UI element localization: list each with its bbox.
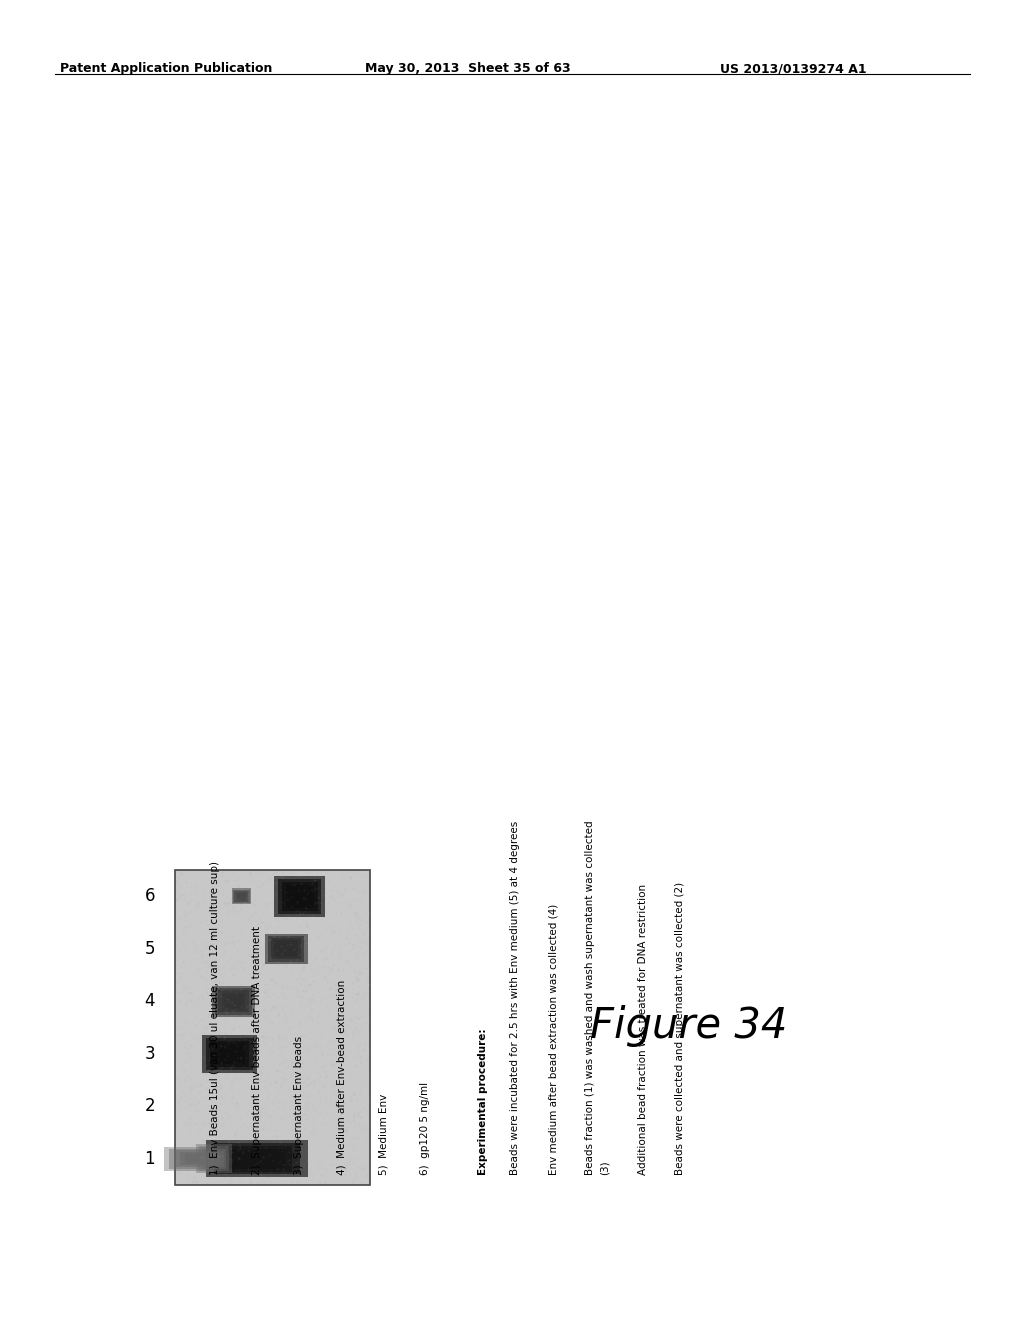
Text: Experimental procedure:: Experimental procedure: [478,1028,488,1175]
Text: 3)  Supernatant Env beads: 3) Supernatant Env beads [294,1036,304,1175]
Bar [274,875,326,916]
Text: (3): (3) [600,1160,610,1175]
Bar [197,1144,231,1173]
Text: 2)  Supernatant Env beads after DNA treatment: 2) Supernatant Env beads after DNA treat… [252,927,262,1175]
Bar [236,892,247,900]
Bar [175,870,370,1185]
Bar [234,891,248,902]
Bar [205,1151,223,1167]
Bar [222,993,246,1010]
Bar [282,882,317,911]
Text: 3: 3 [144,1044,155,1063]
Bar [290,888,310,904]
Bar [174,1151,222,1167]
Bar [179,1152,217,1166]
Text: 4: 4 [144,993,155,1010]
Bar [202,1148,226,1168]
Bar [286,884,313,908]
Text: Beads were collected and supernatant was collected (2): Beads were collected and supernatant was… [675,882,685,1175]
Bar [233,890,250,903]
Text: US 2013/0139274 A1: US 2013/0139274 A1 [720,62,866,75]
Text: Figure 34: Figure 34 [590,1005,787,1047]
Bar [221,1146,293,1172]
Text: 2: 2 [144,1097,155,1115]
Bar [211,1040,249,1067]
Text: 1: 1 [144,1150,155,1168]
Bar [199,1147,229,1171]
Bar [207,1152,221,1164]
Text: Beads were incubated for 2.5 hrs with Env medium (5) at 4 degrees: Beads were incubated for 2.5 hrs with En… [510,821,520,1175]
Bar [237,1151,278,1166]
Bar [164,1147,232,1171]
Bar [274,940,298,957]
Bar [271,939,301,960]
Bar [225,995,242,1007]
Text: Patent Application Publication: Patent Application Publication [60,62,272,75]
Text: Env medium after bead extraction was collected (4): Env medium after bead extraction was col… [548,904,558,1175]
Bar [238,894,245,899]
Text: 4)  Medium after Env-bead extraction: 4) Medium after Env-bead extraction [336,979,346,1175]
Bar [203,1035,257,1073]
Text: 6: 6 [144,887,155,906]
Bar [169,1148,227,1168]
Bar [214,1143,300,1175]
Text: May 30, 2013  Sheet 35 of 63: May 30, 2013 Sheet 35 of 63 [365,62,570,75]
Bar [218,990,249,1012]
Text: 6)  gp120 5 ng/ml: 6) gp120 5 ng/ml [420,1082,430,1175]
Bar [264,933,307,964]
Text: Additional bead fraction was treated for DNA restriction: Additional bead fraction was treated for… [638,884,648,1175]
Bar [219,1047,241,1061]
Bar [207,1038,253,1069]
Bar [212,986,255,1016]
Bar [279,879,322,913]
Bar [206,1140,307,1177]
Bar [231,888,251,904]
Bar [229,1148,285,1168]
Bar [215,987,252,1015]
Bar [268,936,304,962]
Bar [278,942,295,954]
Text: 5: 5 [144,940,155,958]
Text: 1)  Env Beads 15ul (van 30 ul eluate, van 12 ml culture sup): 1) Env Beads 15ul (van 30 ul eluate, van… [210,861,220,1175]
Text: 5)  Medium Env: 5) Medium Env [378,1094,388,1175]
Bar [215,1043,245,1064]
Bar [184,1154,212,1163]
Text: Beads fraction (1) was washed and wash supernatant was collected: Beads fraction (1) was washed and wash s… [585,820,595,1175]
